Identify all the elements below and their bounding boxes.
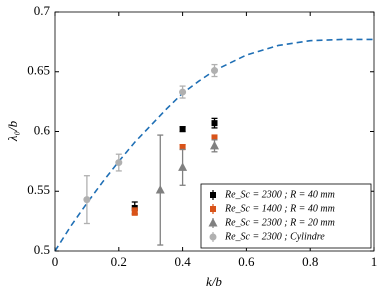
marker bbox=[131, 208, 138, 215]
marker bbox=[210, 192, 216, 198]
marker bbox=[210, 140, 219, 150]
marker bbox=[178, 162, 188, 171]
marker bbox=[208, 218, 218, 227]
y-tick-label: 0.55 bbox=[27, 182, 50, 197]
marker bbox=[155, 185, 165, 194]
x-tick-label: 1 bbox=[371, 254, 378, 269]
marker bbox=[83, 196, 91, 204]
marker bbox=[210, 206, 216, 212]
marker bbox=[211, 67, 218, 75]
x-tick-label: 0.2 bbox=[111, 254, 127, 269]
y-tick-label: 0.7 bbox=[34, 3, 51, 18]
y-axis-label: λ₀/b bbox=[5, 120, 20, 142]
x-axis-label: k/b bbox=[206, 274, 222, 289]
x-tick-label: 0.4 bbox=[174, 254, 191, 269]
y-tick-label: 0.65 bbox=[27, 63, 50, 78]
legend-label: Re_Sc = 2300 ; Cylindre bbox=[224, 231, 325, 242]
legend-label: Re_Sc = 1400 ; R = 40 mm bbox=[224, 203, 335, 214]
legend-box bbox=[200, 183, 372, 249]
marker bbox=[179, 88, 187, 96]
marker bbox=[211, 120, 218, 127]
marker bbox=[179, 126, 186, 133]
y-tick-label: 0.5 bbox=[34, 242, 50, 257]
marker bbox=[115, 159, 123, 167]
legend-label: Re_Sc = 2300 ; R = 40 mm bbox=[224, 189, 335, 200]
legend-label: Re_Sc = 2300 ; R = 20 mm bbox=[224, 217, 335, 228]
plot-frame bbox=[54, 11, 375, 252]
y-tick-label: 0.6 bbox=[34, 122, 51, 137]
marker bbox=[209, 233, 217, 241]
x-tick-label: 0 bbox=[52, 254, 59, 269]
x-tick-label: 0.6 bbox=[238, 254, 255, 269]
fit-curve bbox=[54, 38, 374, 252]
marker bbox=[211, 134, 218, 141]
marker bbox=[179, 144, 186, 151]
x-tick-label: 0.8 bbox=[302, 254, 318, 269]
